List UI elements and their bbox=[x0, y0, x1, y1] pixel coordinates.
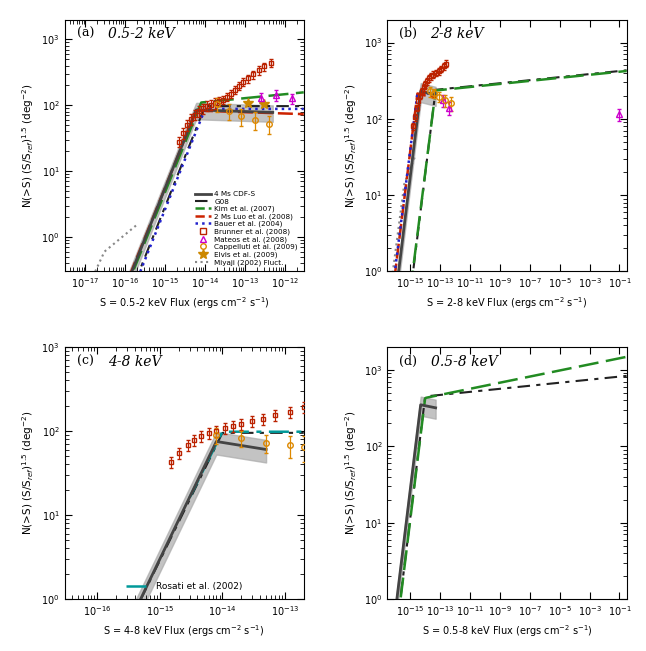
Text: (d): (d) bbox=[399, 355, 417, 368]
X-axis label: S = 2-8 keV Flux (ergs cm$^{-2}$ s$^{-1}$): S = 2-8 keV Flux (ergs cm$^{-2}$ s$^{-1}… bbox=[426, 296, 588, 311]
Text: (c): (c) bbox=[77, 355, 94, 368]
X-axis label: S = 0.5-2 keV Flux (ergs cm$^{-2}$ s$^{-1}$): S = 0.5-2 keV Flux (ergs cm$^{-2}$ s$^{-… bbox=[99, 296, 269, 311]
X-axis label: S = 0.5-8 keV Flux (ergs cm$^{-2}$ s$^{-1}$): S = 0.5-8 keV Flux (ergs cm$^{-2}$ s$^{-… bbox=[422, 623, 592, 639]
Legend: Rosati et al. (2002): Rosati et al. (2002) bbox=[123, 578, 246, 594]
Y-axis label: N(>S) (S/S$_{ref}$)$^{1.5}$ (deg$^{-2}$): N(>S) (S/S$_{ref}$)$^{1.5}$ (deg$^{-2}$) bbox=[20, 83, 36, 208]
Legend: 4 Ms CDF-S, G08, Kim et al. (2007), 2 Ms Luo et al. (2008), Bauer et al. (2004),: 4 Ms CDF-S, G08, Kim et al. (2007), 2 Ms… bbox=[193, 189, 300, 268]
Text: 0.5-2 keV: 0.5-2 keV bbox=[108, 27, 174, 41]
Text: (a): (a) bbox=[77, 27, 94, 40]
X-axis label: S = 4-8 keV Flux (ergs cm$^{-2}$ s$^{-1}$): S = 4-8 keV Flux (ergs cm$^{-2}$ s$^{-1}… bbox=[103, 623, 265, 639]
Y-axis label: N(>S) (S/S$_{ref}$)$^{1.5}$ (deg$^{-2}$): N(>S) (S/S$_{ref}$)$^{1.5}$ (deg$^{-2}$) bbox=[20, 411, 36, 535]
Text: 0.5-8 keV: 0.5-8 keV bbox=[430, 355, 497, 368]
Text: 4-8 keV: 4-8 keV bbox=[108, 355, 161, 368]
Text: (b): (b) bbox=[399, 27, 417, 40]
Y-axis label: N(>S) (S/S$_{ref}$)$^{1.5}$ (deg$^{-2}$): N(>S) (S/S$_{ref}$)$^{1.5}$ (deg$^{-2}$) bbox=[343, 411, 359, 535]
Text: 2-8 keV: 2-8 keV bbox=[430, 27, 484, 41]
Y-axis label: N(>S) (S/S$_{ref}$)$^{1.5}$ (deg$^{-2}$): N(>S) (S/S$_{ref}$)$^{1.5}$ (deg$^{-2}$) bbox=[343, 83, 359, 208]
